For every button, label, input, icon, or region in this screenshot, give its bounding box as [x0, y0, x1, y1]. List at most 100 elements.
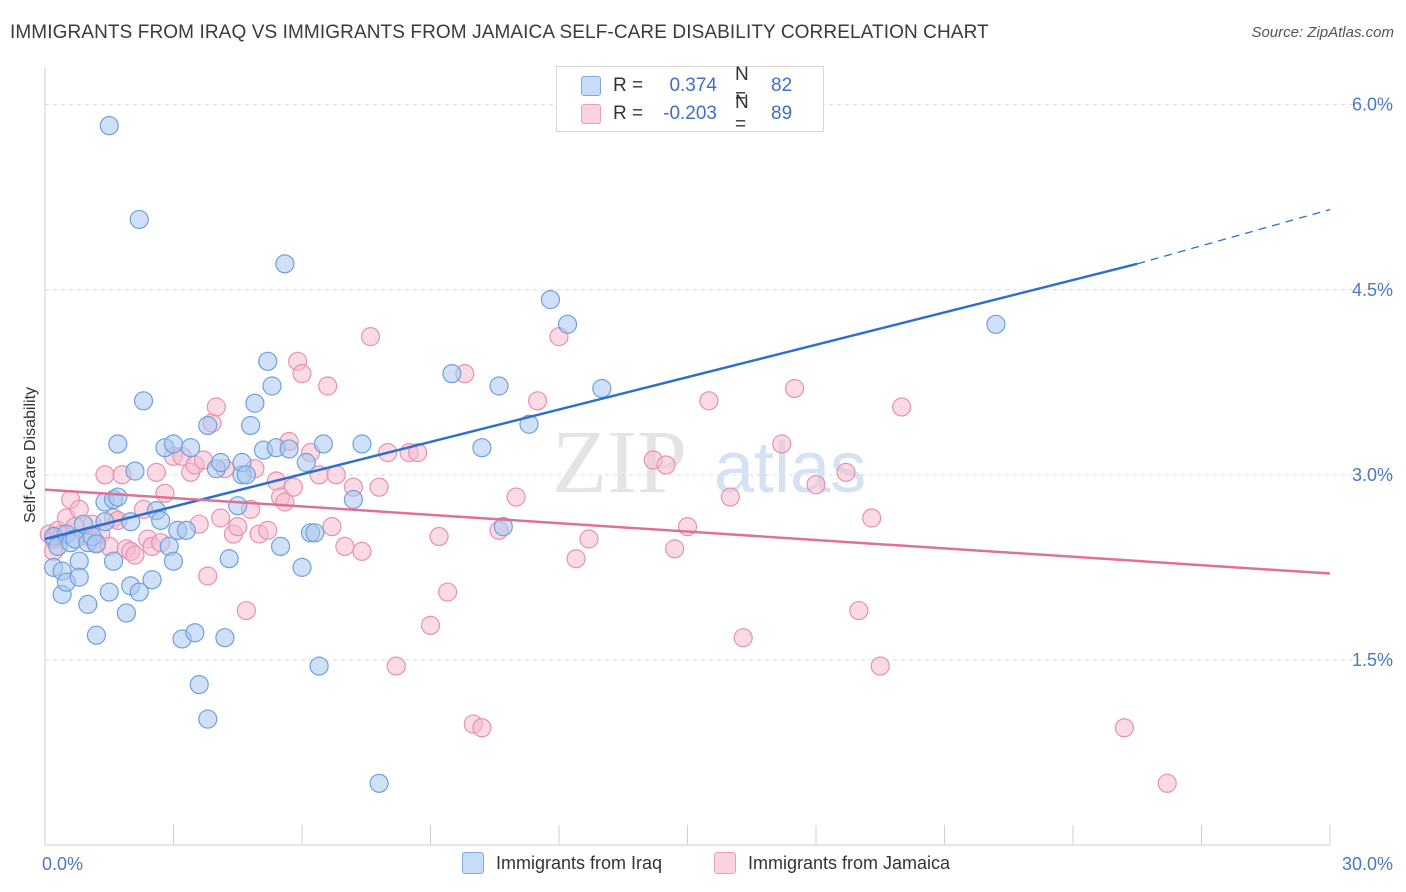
y-tick-label: 3.0%	[1352, 465, 1393, 485]
jamaica-point	[292, 364, 312, 384]
iraq-point	[86, 625, 107, 645]
source-label: Source: ZipAtlas.com	[1251, 24, 1394, 41]
iraq-point	[236, 465, 256, 485]
iraq-point	[198, 415, 218, 436]
iraq-point	[305, 523, 325, 543]
legend-item-jamaica[interactable]: Immigrants from Jamaica	[714, 852, 950, 874]
jamaica-point	[386, 656, 406, 676]
iraq-point	[69, 567, 89, 587]
iraq-point	[198, 709, 218, 729]
jamaica-point	[438, 582, 458, 602]
jamaica-point	[283, 477, 304, 497]
legend-row-iraq: R = 0.374 N = 82	[581, 64, 792, 107]
iraq-point	[592, 378, 612, 399]
y-tick-labels: 1.5% 3.0% 4.5% 6.0%	[1352, 95, 1393, 670]
iraq-point	[369, 773, 389, 793]
jamaica-point	[125, 545, 145, 565]
iraq-point	[557, 314, 578, 334]
iraq-point	[116, 603, 136, 623]
jamaica-point	[322, 517, 342, 537]
jamaica-point	[579, 529, 599, 549]
legend-item-iraq[interactable]: Immigrants from Iraq	[462, 852, 662, 874]
jamaica-point	[408, 443, 428, 463]
iraq-point	[125, 461, 145, 481]
legend-n-label: N =	[735, 92, 749, 135]
iraq-point	[219, 549, 239, 569]
axes	[44, 68, 1331, 846]
iraq-point	[489, 376, 509, 396]
iraq-point	[472, 438, 492, 458]
jamaica-point	[146, 462, 166, 482]
jamaica-point	[429, 526, 449, 547]
iraq-point	[262, 376, 282, 396]
jamaica-point	[198, 566, 218, 586]
iraq-point	[108, 487, 128, 507]
iraq-point	[99, 582, 119, 602]
legend-r-value: -0.203	[663, 103, 717, 124]
iraq-point	[108, 434, 128, 454]
jamaica-point	[1114, 718, 1135, 738]
correlation-legend: R = 0.374 N = 82 R = -0.203 N = 89	[556, 64, 824, 135]
y-tick-label: 1.5%	[1352, 650, 1393, 670]
iraq-point	[986, 314, 1006, 334]
iraq-point	[215, 628, 235, 648]
jamaica-point	[211, 508, 231, 528]
jamaica-point	[258, 520, 278, 540]
iraq-point	[228, 496, 248, 516]
trend-line-iraq-extension	[1137, 208, 1331, 265]
legend-r-label: R =	[613, 103, 644, 124]
x-tick-label-max: 30.0%	[1342, 854, 1393, 874]
iraq-point	[275, 254, 295, 274]
jamaica-point	[836, 462, 856, 482]
jamaica-point	[870, 656, 890, 676]
iraq-point	[86, 534, 107, 554]
jamaica-point	[892, 397, 912, 417]
iraq-point	[103, 551, 124, 571]
jamaica-point	[369, 477, 389, 497]
jamaica-point	[206, 397, 226, 417]
jamaica-point	[506, 487, 526, 507]
jamaica-point	[772, 434, 792, 454]
iraq-point	[151, 510, 171, 531]
iraq-point	[270, 536, 291, 557]
iraq-point	[142, 570, 162, 590]
jamaica-point	[720, 487, 740, 507]
legend-label-jamaica: Immigrants from Jamaica	[748, 852, 951, 873]
jamaica-point	[699, 391, 719, 411]
iraq-point	[296, 452, 316, 473]
x-tick-label-min: 0.0%	[42, 854, 83, 874]
jamaica-point	[566, 549, 586, 569]
iraq-point	[176, 520, 196, 540]
jamaica-point	[95, 465, 115, 485]
legend-r-value: 0.374	[669, 75, 717, 96]
series-iraq-points	[43, 116, 1006, 793]
jamaica-point	[155, 483, 175, 503]
legend-row-jamaica: R = -0.203 N = 89	[581, 92, 792, 135]
jamaica-point	[656, 455, 676, 475]
iraq-point	[163, 434, 184, 454]
legend-swatch-jamaica	[714, 852, 736, 874]
iraq-point	[181, 438, 201, 458]
iraq-point	[442, 364, 462, 384]
iraq-point	[279, 439, 299, 459]
y-axis-label: Self-Care Disability	[22, 387, 39, 523]
jamaica-point	[236, 600, 256, 621]
trend-line-iraq	[44, 262, 1138, 541]
legend-label-iraq: Immigrants from Iraq	[496, 852, 663, 873]
iraq-point	[343, 489, 363, 510]
iraq-point	[519, 414, 539, 434]
iraq-point	[211, 452, 231, 473]
trend-line-jamaica	[44, 488, 1331, 575]
iraq-point	[185, 623, 205, 643]
iraq-point	[493, 517, 513, 537]
iraq-point	[309, 656, 329, 676]
iraq-point	[352, 434, 372, 454]
iraq-point	[129, 582, 149, 602]
iraq-point	[313, 434, 334, 454]
iraq-point	[292, 557, 312, 577]
legend-swatch-iraq	[462, 852, 484, 874]
jamaica-point	[472, 718, 492, 738]
jamaica-point	[862, 508, 882, 528]
iraq-point	[133, 391, 154, 411]
